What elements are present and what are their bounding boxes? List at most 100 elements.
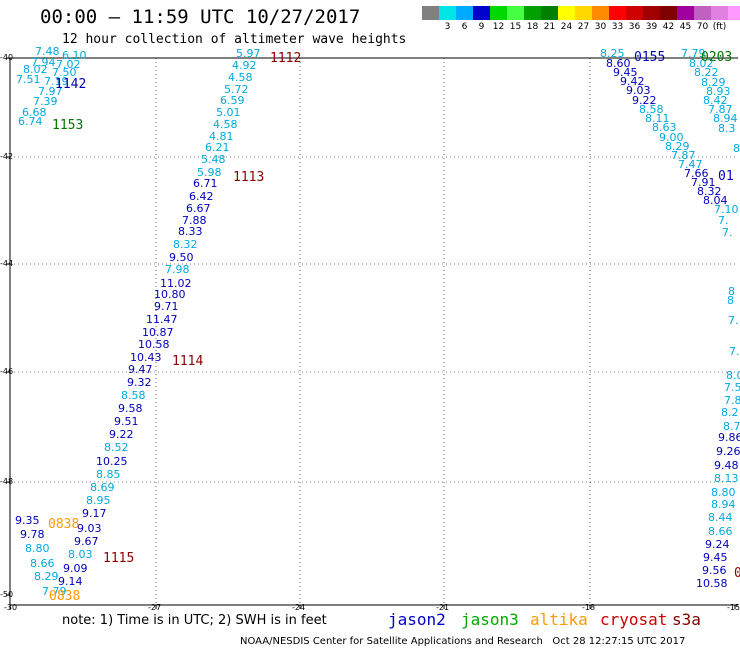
colorbar-swatch <box>609 6 626 20</box>
swh-observation: 6.74 <box>18 115 43 128</box>
swh-observation: 9.86 <box>718 431 740 444</box>
swh-observation: 7.94 <box>31 56 56 69</box>
swh-observation: 10.87 <box>142 326 174 339</box>
swh-observation: 9.42 <box>620 75 645 88</box>
swh-observation: 4.81 <box>209 130 234 143</box>
swh-observation: 11.02 <box>160 277 192 290</box>
colorbar-swatch <box>728 6 740 20</box>
swh-observation: 9.78 <box>20 528 45 541</box>
swh-observation: 9.24 <box>705 538 730 551</box>
swh-observation: 7.79 <box>681 47 706 60</box>
swh-observation: 5.72 <box>224 83 249 96</box>
pass-time-label: 01 <box>718 169 734 184</box>
swh-observation: 8.33 <box>178 225 203 238</box>
swh-observation: 9.03 <box>77 522 102 535</box>
lon-tick-label: -21 <box>436 603 450 612</box>
swh-observation: 4.58 <box>228 71 253 84</box>
swh-observation: 9.03 <box>626 84 651 97</box>
colorbar-label: 3 <box>444 22 451 32</box>
pass-time-label: 0838 <box>48 517 80 532</box>
colorbar-label: 30 <box>594 22 607 32</box>
swh-observation: 8 <box>733 142 740 155</box>
swh-observation: 8.0 <box>726 369 740 382</box>
lon-tick-label: -18 <box>582 603 596 612</box>
lat-tick-label: -40 <box>0 53 14 62</box>
pass-time-label: 1115 <box>103 551 135 566</box>
colorbar-label: 15 <box>509 22 522 32</box>
swh-observation: 9.17 <box>82 507 107 520</box>
swh-observation: 10.58 <box>138 338 170 351</box>
swh-observation: 11.47 <box>146 313 178 326</box>
swh-observation: 6.21 <box>205 141 230 154</box>
swh-observation: 8.02 <box>23 63 48 76</box>
swh-observation: 7.47 <box>678 158 703 171</box>
page-title: 00:00 – 11:59 UTC 10/27/2017 <box>40 6 361 28</box>
swh-observation: 6.68 <box>22 106 47 119</box>
swh-observation: 10.25 <box>96 455 128 468</box>
pass-time-label: 0838 <box>49 589 81 604</box>
swh-observation: 5.48 <box>201 153 226 166</box>
swh-observation: 5.01 <box>216 106 241 119</box>
swh-observation: 9.47 <box>128 363 153 376</box>
swh-observation: 5.98 <box>197 166 222 179</box>
colorbar-swatch <box>524 6 541 20</box>
swh-observation: 7.19 <box>44 75 69 88</box>
swh-observation: 8.29 <box>665 140 690 153</box>
swh-observation: 8.32 <box>173 238 198 251</box>
swh-observation: 9.09 <box>63 562 88 575</box>
footer-credit: NOAA/NESDIS Center for Satellite Applica… <box>240 636 685 647</box>
colorbar-swatch <box>558 6 575 20</box>
lat-tick-label: -48 <box>0 477 14 486</box>
swh-observation: 10.80 <box>154 288 186 301</box>
swh-observation: 9.56 <box>702 564 727 577</box>
swh-observation: 8.93 <box>706 85 731 98</box>
swh-observation: 4.58 <box>213 118 238 131</box>
colorbar-swatch <box>694 6 711 20</box>
swh-observation: 8.94 <box>711 498 736 511</box>
swh-observation: 8.66 <box>30 557 55 570</box>
swh-observation: 8.63 <box>652 121 677 134</box>
swh-observation: 8 <box>727 294 734 307</box>
colorbar-swatch <box>507 6 524 20</box>
pass-time-label: 1142 <box>55 77 87 92</box>
swh-observation: 5.97 <box>236 47 261 60</box>
colorbar-label: 18 <box>526 22 539 32</box>
swh-observation: 7.79 <box>42 585 67 598</box>
legend-jason3: jason3 <box>461 610 519 629</box>
swh-observation: 8.11 <box>645 112 670 125</box>
legend-jason2: jason2 <box>388 610 446 629</box>
colorbar-swatch <box>439 6 456 20</box>
colorbar-label: 33 <box>611 22 624 32</box>
swh-observation: 8.25 <box>600 47 625 60</box>
swh-observation: 7. <box>729 345 740 358</box>
colorbar-labels: 3 6 9 12 15 18 21 24 27 30 33 36 39 42 45 70 (ft) <box>422 22 728 32</box>
lon-tick-label: -30 <box>4 603 18 612</box>
swh-observation: 7.98 <box>165 263 190 276</box>
colorbar-swatch <box>643 6 660 20</box>
colorbar <box>422 6 740 20</box>
swh-observation: 4.92 <box>232 59 257 72</box>
swh-observation: 6.67 <box>186 202 211 215</box>
swh-observation: 7.48 <box>35 45 60 58</box>
swh-observation: 10.58 <box>696 577 728 590</box>
colorbar-swatch <box>422 6 439 20</box>
swh-observation: 8.52 <box>104 441 129 454</box>
swh-observation: 7.8 <box>724 394 740 407</box>
swh-observation: 9.35 <box>15 514 40 527</box>
swh-observation: 8.66 <box>708 525 733 538</box>
footer-note: note: 1) Time is in UTC; 2) SWH is in fe… <box>62 613 327 628</box>
colorbar-swatch <box>541 6 558 20</box>
colorbar-swatch <box>677 6 694 20</box>
swh-observation: 8.44 <box>708 511 733 524</box>
swh-observation: 8.29 <box>34 570 59 583</box>
colorbar-swatch <box>711 6 728 20</box>
colorbar-swatch <box>660 6 677 20</box>
pass-time-label: 0 <box>734 566 740 581</box>
swh-observation: 8.42 <box>703 94 728 107</box>
swh-observation: 8.29 <box>701 76 726 89</box>
swh-observation: 10.43 <box>130 351 162 364</box>
swh-observation: 7. <box>718 214 729 227</box>
colorbar-label: 39 <box>645 22 658 32</box>
colorbar-swatch <box>592 6 609 20</box>
